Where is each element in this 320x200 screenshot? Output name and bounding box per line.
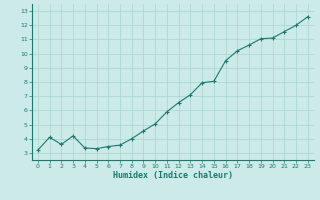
X-axis label: Humidex (Indice chaleur): Humidex (Indice chaleur): [113, 171, 233, 180]
